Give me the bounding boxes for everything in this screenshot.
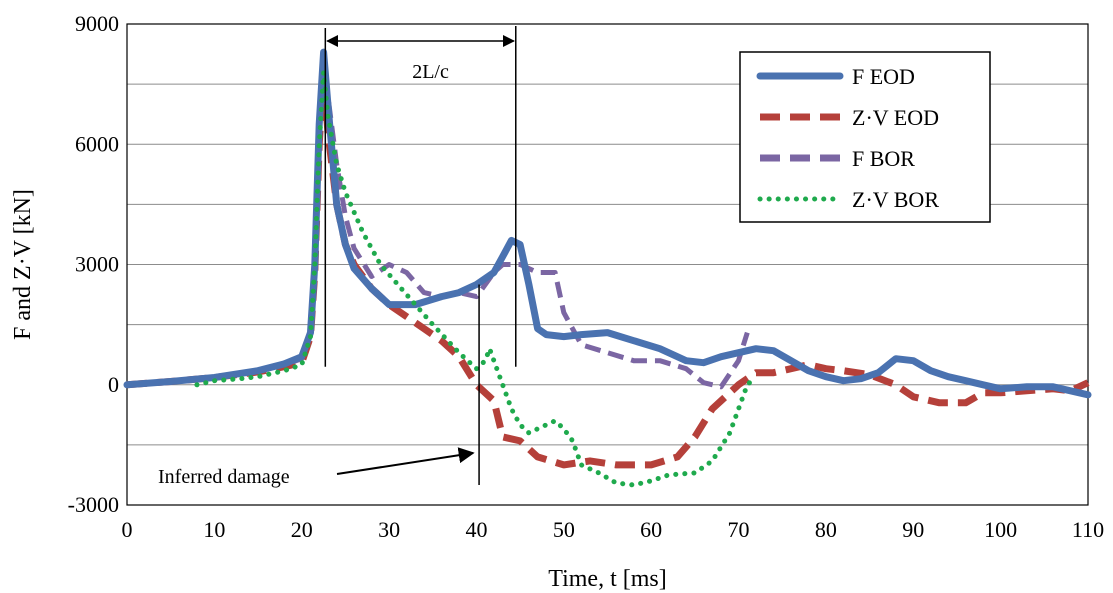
x-tick-label: 20	[291, 517, 313, 542]
x-tick-label: 30	[378, 517, 400, 542]
x-tick-label: 70	[728, 517, 750, 542]
series-line	[194, 71, 759, 488]
y-tick-label: 3000	[75, 252, 119, 277]
damage-label: Inferred damage	[158, 466, 290, 488]
legend-label: Z·V BOR	[852, 187, 939, 212]
annotations: 2L/c Inferred damage	[158, 26, 517, 488]
y-tick-label: 0	[108, 372, 119, 397]
x-tick-label: 110	[1072, 517, 1104, 542]
x-axis-title: Time, t [ms]	[548, 566, 666, 592]
x-tick-label: 100	[984, 517, 1017, 542]
x-tick-labels: 0 10 20 30 40 50 60 70 80 90 100 110	[122, 517, 1105, 542]
legend-label: F BOR	[852, 146, 915, 171]
x-tick-label: 90	[902, 517, 924, 542]
legend-label: F EOD	[852, 64, 915, 89]
legend-box	[739, 51, 991, 223]
legend-label: Z·V EOD	[852, 105, 939, 130]
y-axis-title: F and Z·V [kN]	[10, 189, 36, 340]
y-tick-label: 6000	[75, 131, 119, 156]
series	[123, 48, 1092, 488]
series-line	[123, 48, 1092, 399]
plot-frame	[126, 23, 1089, 506]
x-tick-label: 60	[640, 517, 662, 542]
x-tick-label: 0	[122, 517, 133, 542]
series-line	[126, 53, 750, 390]
x-tick-label: 50	[553, 517, 575, 542]
y-tick-labels: -3000 0 3000 6000 9000	[68, 11, 119, 517]
x-tick-label: 10	[203, 517, 225, 542]
y-tick-label: -3000	[68, 492, 119, 517]
damage-arrow	[336, 447, 475, 475]
y-tick-label: 9000	[75, 11, 119, 36]
x-tick-label: 80	[815, 517, 837, 542]
legend: F EOD Z·V EOD F BOR Z·V BOR	[739, 51, 991, 223]
x-tick-label: 40	[465, 517, 487, 542]
span-label: 2L/c	[412, 61, 449, 83]
